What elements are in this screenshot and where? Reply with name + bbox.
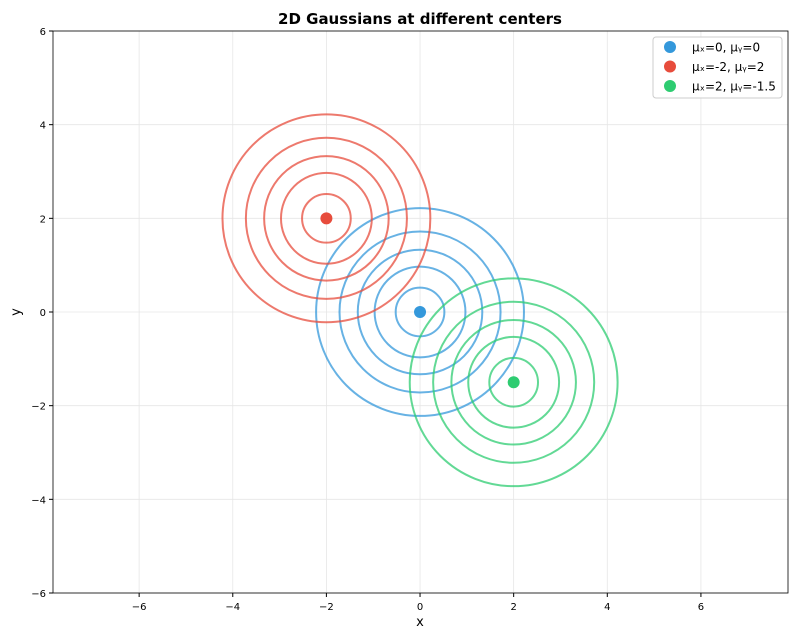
legend-label: μₓ=-2, μᵧ=2 [692, 60, 764, 74]
x-axis-label: x [416, 615, 424, 630]
center-point [414, 306, 427, 318]
y-tick-label: 0 [40, 308, 46, 319]
contour-ring [221, 113, 432, 324]
x-tick-label: −4 [225, 602, 240, 613]
y-tick-label: −4 [31, 495, 46, 506]
y-tick-label: −6 [31, 589, 46, 600]
y-tick-label: 6 [40, 27, 46, 38]
contour-ring [408, 277, 619, 488]
contour-ring [450, 318, 577, 446]
legend-label: μₓ=0, μᵧ=0 [692, 41, 760, 55]
contour-ring [315, 207, 525, 417]
contour-ring [488, 356, 540, 408]
x-tick-label: −6 [132, 602, 147, 613]
contour-ring [338, 230, 502, 394]
center-point [320, 212, 333, 225]
contour-ring [263, 155, 390, 282]
x-tick-label: 2 [510, 602, 516, 613]
contour-ring [432, 300, 596, 464]
legend-label: μₓ=2, μᵧ=-1.5 [692, 80, 776, 94]
contour-ring [356, 248, 484, 376]
x-tick-label: 0 [417, 602, 423, 613]
y-tick-label: 4 [40, 121, 46, 132]
contour-ring [244, 136, 408, 300]
y-axis-label: y [9, 308, 24, 316]
x-tick-label: −2 [319, 602, 334, 613]
chart-title: 2D Gaussians at different centers [278, 10, 562, 28]
legend-box [652, 36, 783, 99]
contour-ring [467, 335, 561, 429]
legend: μₓ=0, μᵧ=0 μₓ=-2, μᵧ=2 μₓ=2, μᵧ=-1.5 [652, 36, 783, 99]
contour-ring [373, 265, 467, 359]
x-tick-label: 6 [698, 602, 704, 613]
x-tick-label: 4 [604, 602, 610, 613]
legend-marker [664, 41, 676, 53]
y-tick-label: −2 [31, 402, 46, 413]
contour-ring [301, 192, 352, 244]
center-point [507, 376, 520, 389]
legend-marker [664, 80, 676, 92]
contour-ring [279, 171, 373, 265]
legend-marker [664, 60, 676, 73]
y-tick-label: 2 [40, 214, 46, 225]
